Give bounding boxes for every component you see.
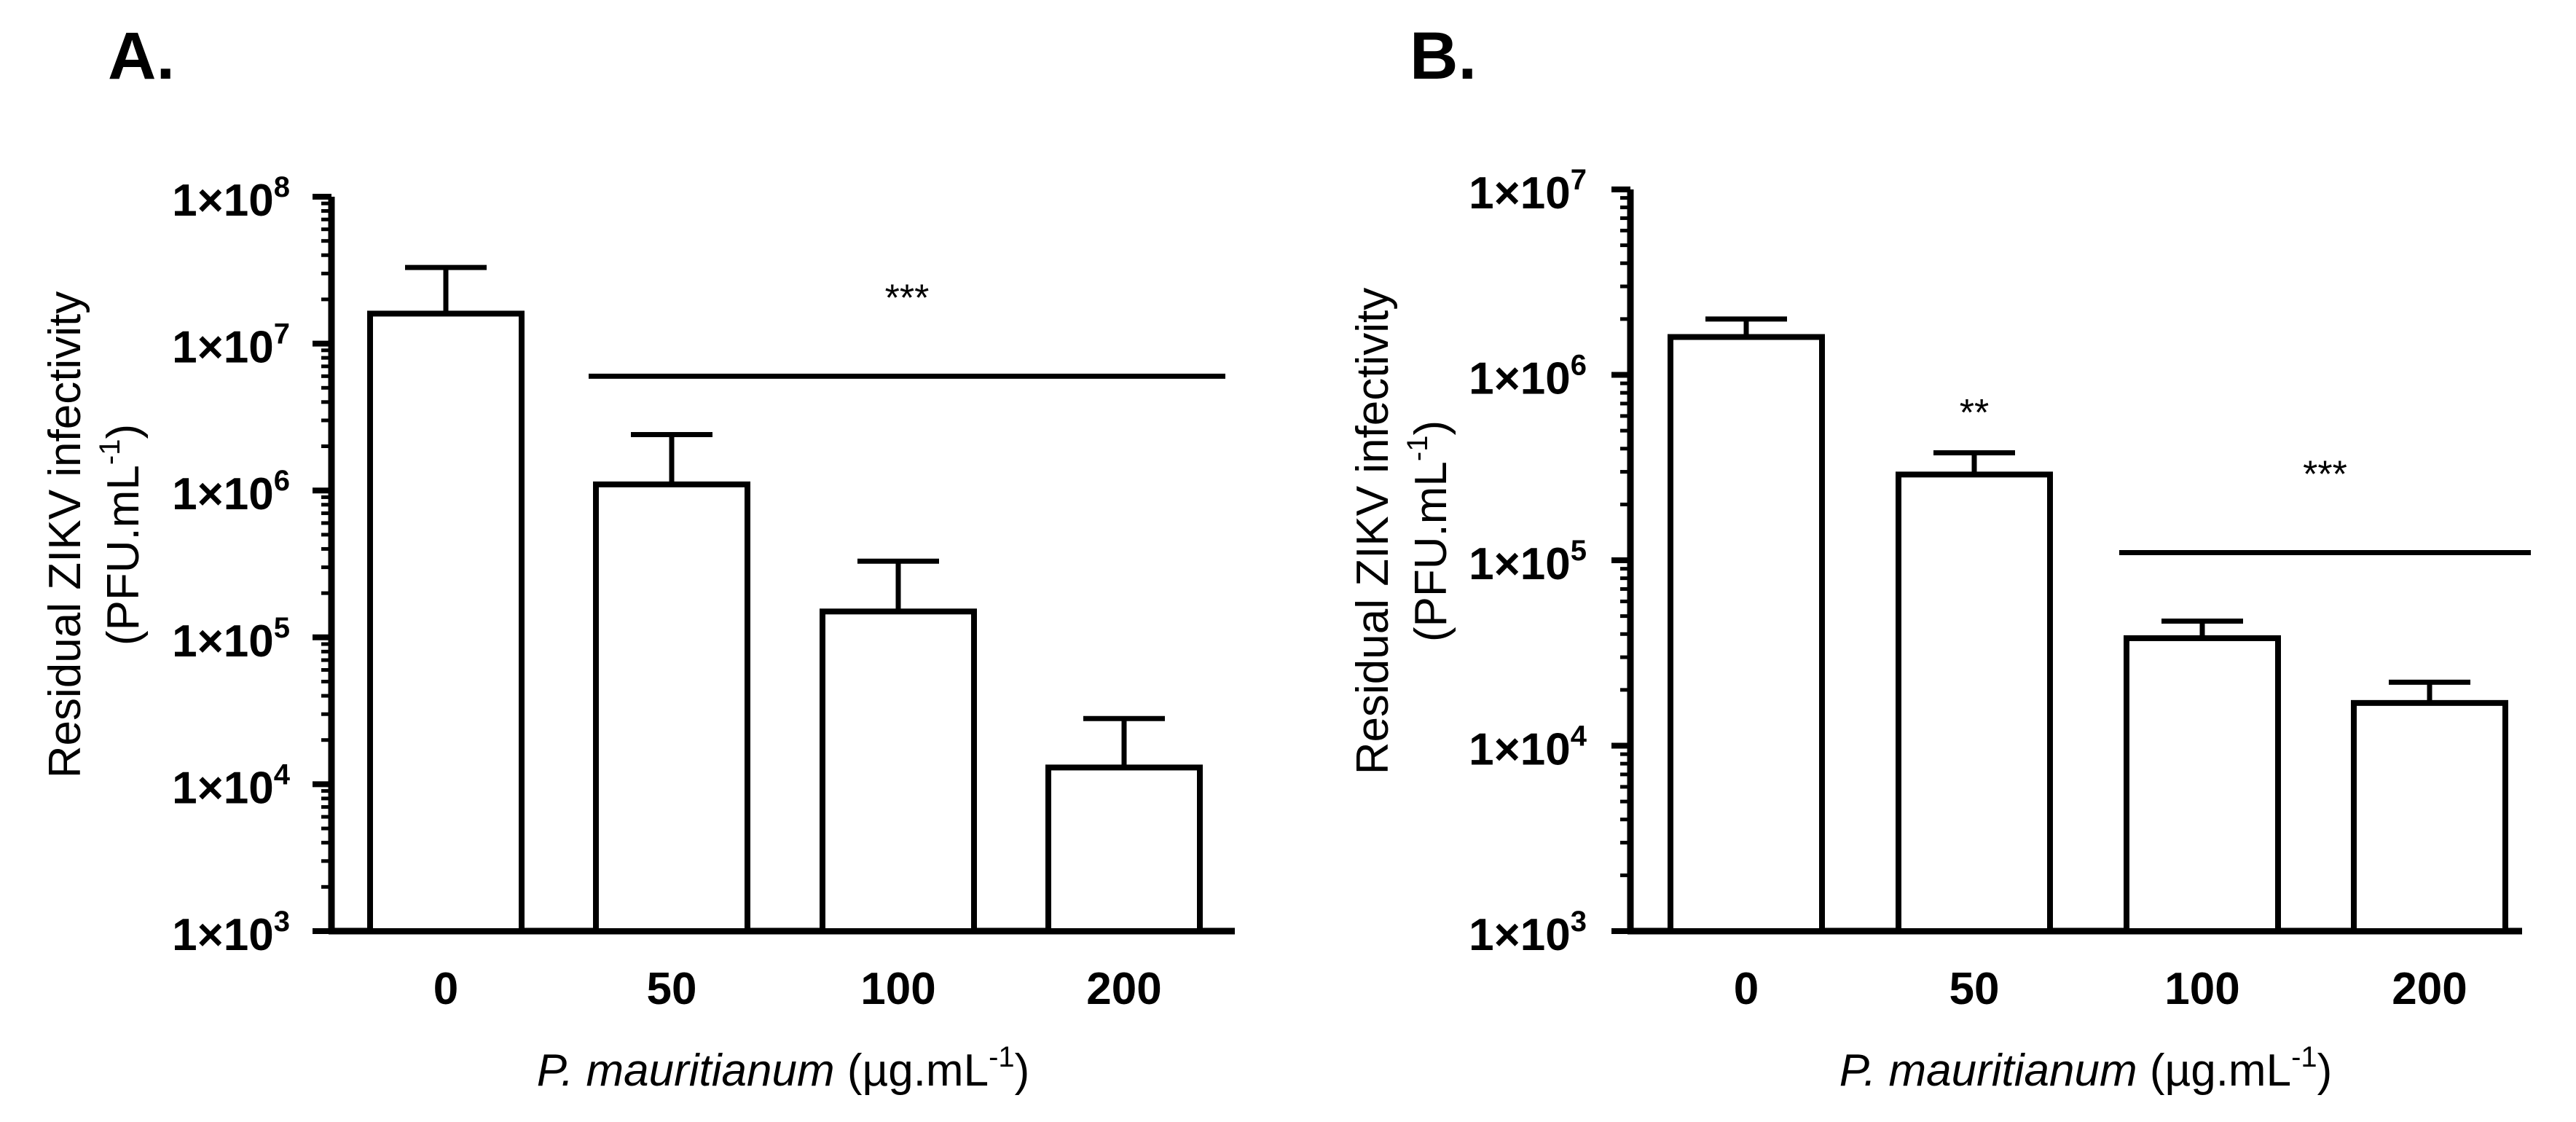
y-tick-label: 1×104 xyxy=(172,758,291,813)
y-tick-exponent: 8 xyxy=(274,171,290,203)
x-tick-label: 100 xyxy=(2164,964,2239,1014)
y-tick-base: 1×10 xyxy=(172,176,274,226)
y-tick-label: 1×104 xyxy=(1469,721,1587,775)
panel-label: A. xyxy=(108,19,175,93)
x-tick-label: 200 xyxy=(1086,964,1161,1014)
y-tick-label: 1×103 xyxy=(1469,906,1587,960)
y-units-superscript: -1 xyxy=(1402,436,1434,462)
y-tick-exponent: 7 xyxy=(1571,164,1587,196)
y-axis-title: Residual ZIKV infectivity xyxy=(1348,288,1398,774)
x-title-species: P. mauritianum xyxy=(537,1046,835,1096)
y-tick-base: 1×10 xyxy=(172,469,274,519)
significance-label: *** xyxy=(885,277,930,319)
y-tick-label: 1×106 xyxy=(172,465,290,519)
y-tick-base: 1×10 xyxy=(172,910,274,960)
y-tick-exponent: 5 xyxy=(1571,535,1587,567)
x-title-species: P. mauritianum xyxy=(1839,1046,2137,1096)
y-axis-units: (PFU.mL-1) xyxy=(1402,420,1456,642)
x-tick-label: 50 xyxy=(647,964,697,1014)
y-tick-base: 1×10 xyxy=(1469,168,1571,219)
x-axis-title: P. mauritianum (µg.mL-1) xyxy=(1839,1041,2333,1096)
y-tick-label: 1×106 xyxy=(1469,350,1587,404)
x-title-superscript: -1 xyxy=(989,1041,1015,1073)
x-title-close: ) xyxy=(1015,1046,1030,1096)
x-tick-label: 200 xyxy=(2392,964,2467,1014)
y-tick-exponent: 6 xyxy=(1571,350,1587,382)
bar xyxy=(367,310,525,934)
y-axis-units: (PFU.mL-1) xyxy=(94,424,149,646)
x-title-superscript: -1 xyxy=(2291,1041,2317,1073)
significance-label: *** xyxy=(2303,453,2347,495)
y-units-text: (PFU.mL xyxy=(98,465,149,646)
y-tick-base: 1×10 xyxy=(172,323,274,373)
y-tick-base: 1×10 xyxy=(1469,910,1571,960)
y-units-superscript: -1 xyxy=(94,439,126,466)
x-tick-label: 100 xyxy=(860,964,935,1014)
bar xyxy=(1045,764,1203,935)
y-tick-exponent: 3 xyxy=(274,906,290,938)
y-tick-exponent: 4 xyxy=(1571,721,1587,753)
y-tick-base: 1×10 xyxy=(1469,725,1571,775)
x-title-close: ) xyxy=(2317,1046,2333,1096)
y-units-close: ) xyxy=(98,424,149,439)
y-tick-label: 1×108 xyxy=(172,171,290,226)
x-axis-title: P. mauritianum (µg.mL-1) xyxy=(537,1041,1030,1096)
bar xyxy=(1668,334,1825,934)
panel-label: B. xyxy=(1410,19,1477,93)
x-tick-label: 50 xyxy=(1949,964,2000,1014)
y-tick-label: 1×107 xyxy=(172,318,290,373)
y-tick-base: 1×10 xyxy=(172,763,274,813)
bar xyxy=(2124,635,2281,934)
y-tick-label: 1×105 xyxy=(1469,535,1587,589)
y-tick-label: 1×107 xyxy=(1469,164,1587,219)
bar xyxy=(1896,471,2053,934)
y-tick-exponent: 5 xyxy=(274,612,290,644)
y-units-text: (PFU.mL xyxy=(1406,461,1456,642)
y-tick-base: 1×10 xyxy=(172,616,274,667)
y-tick-label: 1×103 xyxy=(172,906,290,960)
x-title-units: (µg.mL xyxy=(2137,1046,2291,1096)
bar xyxy=(2351,699,2508,935)
y-tick-base: 1×10 xyxy=(1469,539,1571,589)
y-tick-base: 1×10 xyxy=(1469,354,1571,404)
significance-label: ** xyxy=(1960,392,1989,434)
bar xyxy=(593,481,750,934)
y-tick-exponent: 6 xyxy=(274,465,290,497)
bar xyxy=(820,608,977,934)
x-title-units: (µg.mL xyxy=(835,1046,989,1096)
y-tick-exponent: 3 xyxy=(1571,906,1587,938)
x-tick-label: 0 xyxy=(1734,964,1759,1014)
x-tick-label: 0 xyxy=(433,964,458,1014)
y-units-close: ) xyxy=(1406,420,1456,436)
y-axis-title: Residual ZIKV infectivity xyxy=(40,291,90,778)
y-tick-label: 1×105 xyxy=(172,612,290,667)
y-tick-exponent: 7 xyxy=(274,318,290,350)
y-tick-exponent: 4 xyxy=(274,758,291,790)
